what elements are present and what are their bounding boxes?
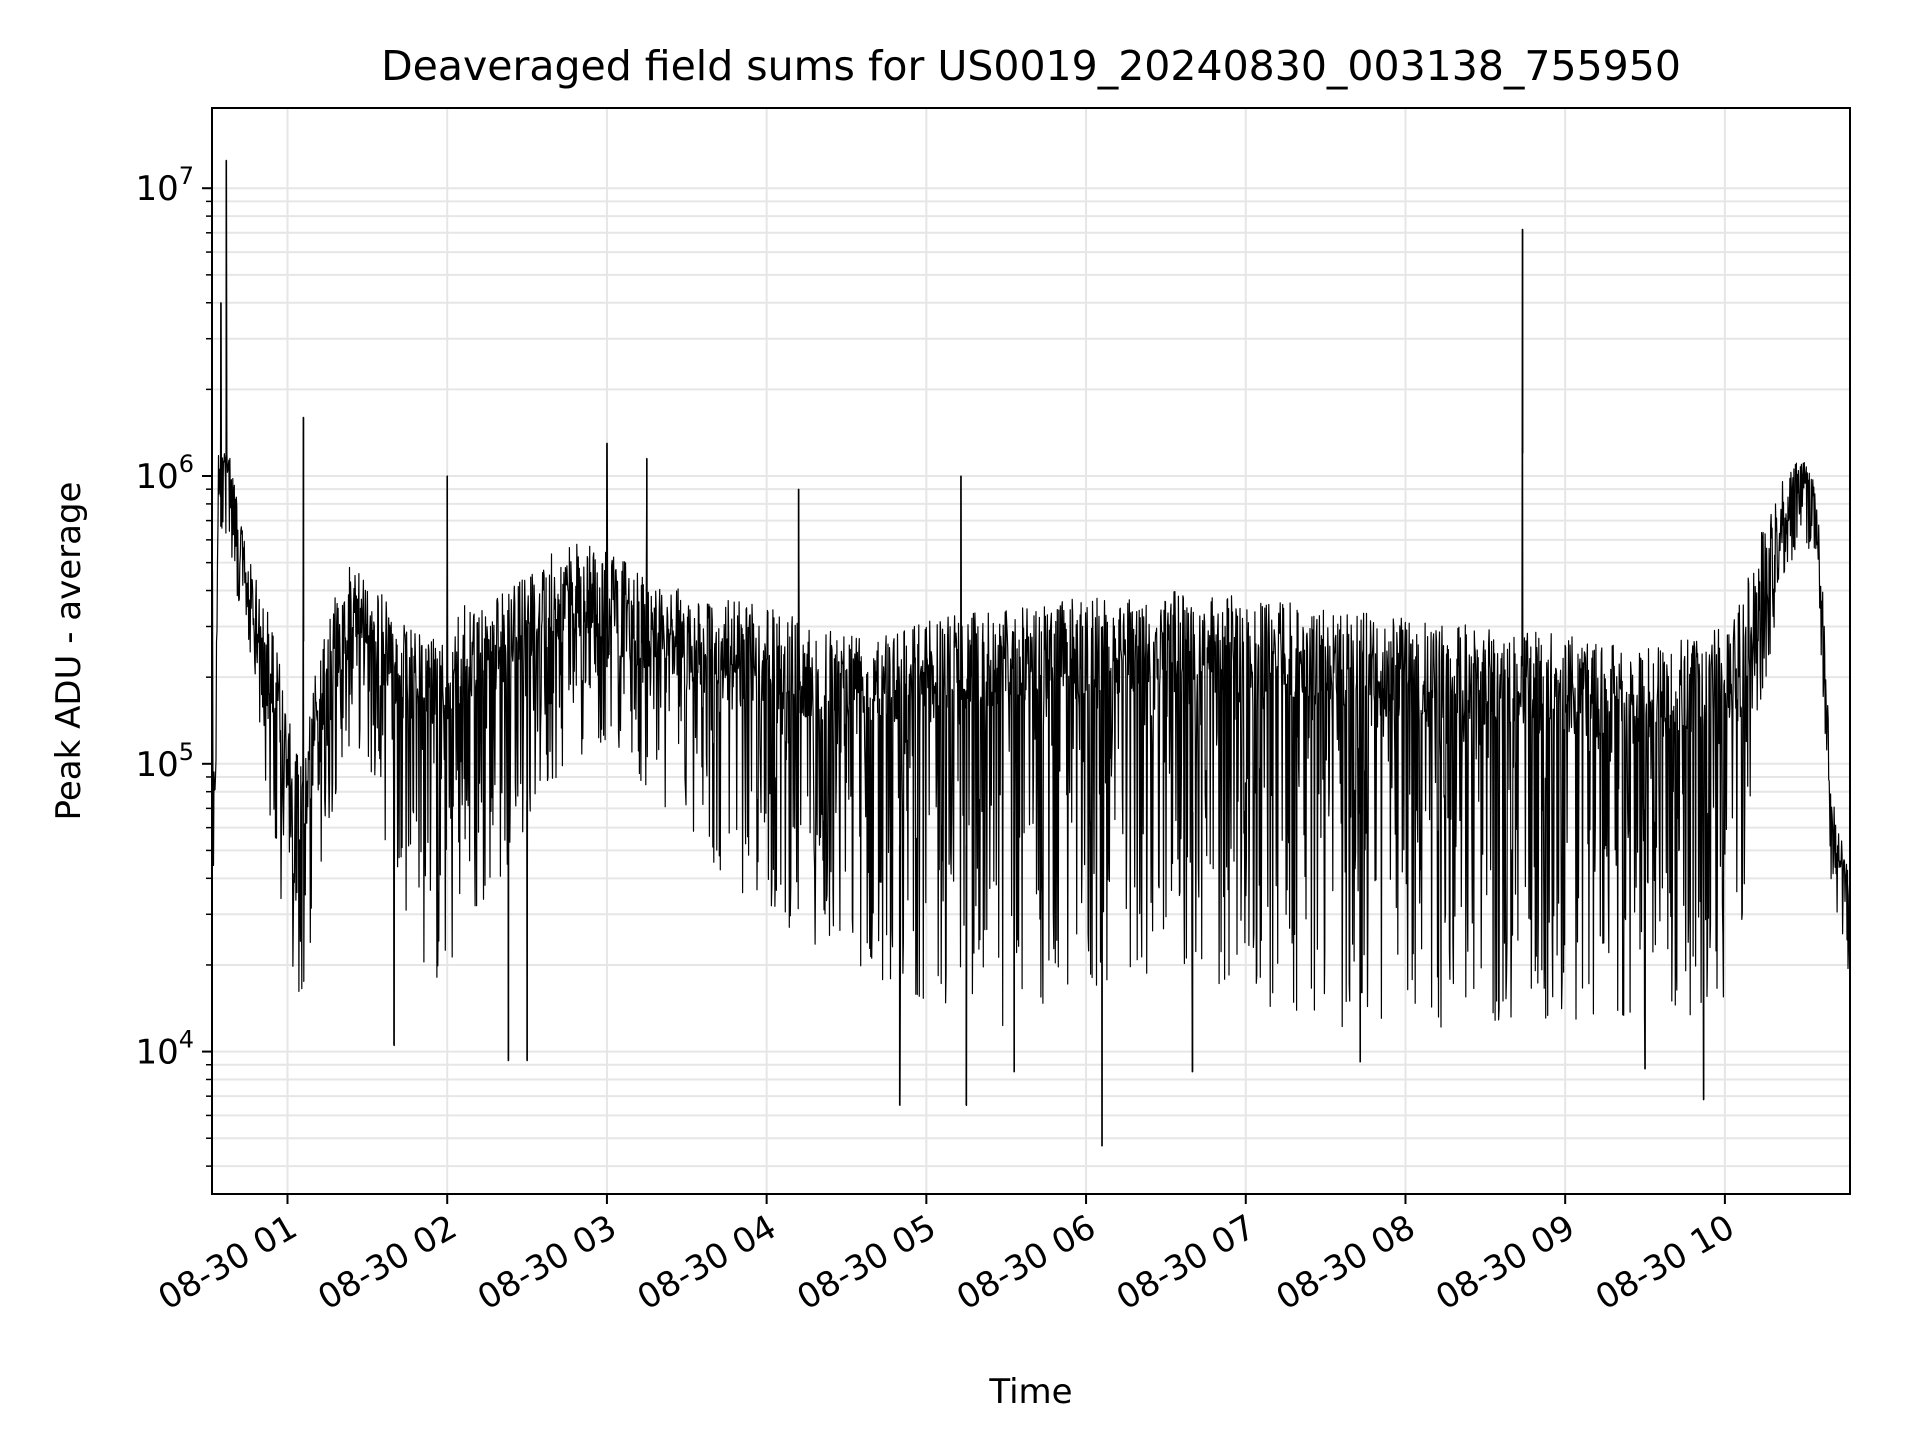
plot-frame <box>211 107 1851 1195</box>
y-axis: 104 105 106 107 <box>135 162 212 1167</box>
y-tick-label: 105 <box>135 738 194 785</box>
y-tick-label: 106 <box>135 450 194 497</box>
y-axis-label: Peak ADU - average <box>49 482 89 821</box>
y-tick-label: 107 <box>135 162 194 209</box>
y-tick-label: 104 <box>135 1026 194 1073</box>
data-series <box>211 159 1851 1147</box>
chart-title: Deaveraged field sums for US0019_2024083… <box>381 42 1681 90</box>
series-line <box>211 159 1851 1147</box>
x-axis-label: Time <box>988 1372 1072 1412</box>
